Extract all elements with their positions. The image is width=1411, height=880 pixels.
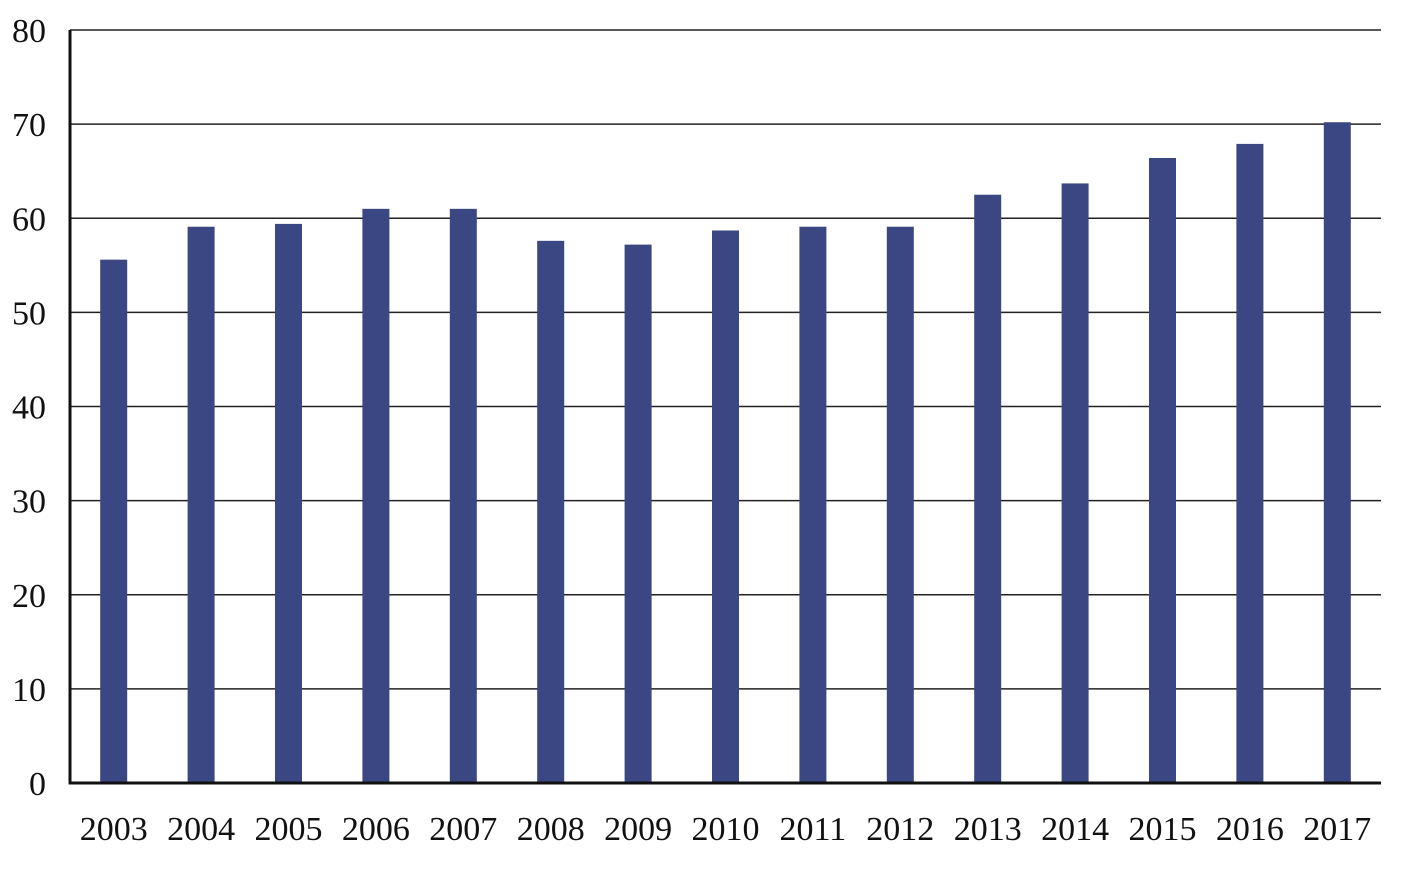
- bar-2013: [974, 194, 1002, 783]
- x-tick-label-2005: 2005: [255, 811, 323, 848]
- x-tick-label-2006: 2006: [342, 811, 410, 848]
- bars: [100, 122, 1351, 784]
- x-tick-labels: 2003 2004 2005 2006 2007 2008 2009 2010 2011 2012…: [80, 811, 1372, 848]
- y-tick-label-0: 0: [29, 766, 46, 803]
- x-tick-label-2009: 2009: [604, 811, 672, 848]
- y-tick-label-20: 20: [12, 578, 46, 615]
- y-tick-label-50: 50: [12, 295, 46, 332]
- x-tick-label-2016: 2016: [1216, 811, 1284, 848]
- bar-2008: [537, 240, 565, 784]
- bar-2015: [1149, 158, 1176, 783]
- y-tick-label-30: 30: [12, 484, 46, 521]
- bar-2007: [449, 208, 477, 783]
- bar-2009: [624, 244, 652, 784]
- bar-2005: [275, 223, 302, 783]
- bar-2004: [187, 226, 215, 783]
- x-tick-label-2012: 2012: [866, 811, 934, 848]
- x-tick-label-2003: 2003: [80, 811, 148, 848]
- bar-2016: [1236, 143, 1264, 784]
- x-tick-label-2008: 2008: [517, 811, 585, 848]
- x-tick-label-2004: 2004: [167, 811, 235, 848]
- y-tick-label-10: 10: [12, 672, 46, 709]
- bar-2017: [1323, 122, 1351, 784]
- x-tick-label-2015: 2015: [1129, 811, 1197, 848]
- axes: [68, 30, 1381, 785]
- y-tick-labels: 0 10 20 30 40 50 60 70 80: [12, 13, 46, 803]
- x-tick-label-2017: 2017: [1303, 811, 1371, 848]
- x-tick-label-2007: 2007: [429, 811, 497, 848]
- x-tick-label-2011: 2011: [780, 811, 847, 848]
- x-tick-label-2013: 2013: [954, 811, 1022, 848]
- bar-2011: [799, 226, 827, 783]
- bar-2012: [886, 226, 914, 783]
- y-tick-label-80: 80: [12, 13, 46, 50]
- y-tick-label-60: 60: [12, 201, 46, 238]
- bar-2010: [712, 230, 739, 783]
- x-tick-label-2014: 2014: [1041, 811, 1109, 848]
- bar-2014: [1061, 183, 1089, 783]
- y-tick-label-70: 70: [12, 107, 46, 144]
- y-tick-label-40: 40: [12, 390, 46, 427]
- bar-2006: [362, 208, 390, 783]
- bar-2003: [100, 259, 128, 783]
- x-tick-label-2010: 2010: [692, 811, 760, 848]
